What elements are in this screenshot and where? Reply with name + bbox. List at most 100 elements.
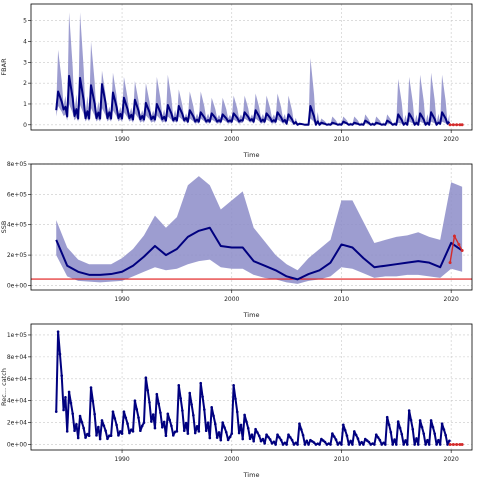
panel-c-point-137 <box>305 439 309 443</box>
panel-c-point-31 <box>111 410 115 413</box>
panel-c-point-209 <box>437 438 440 442</box>
panel-c-xtick-label-0: 1990 <box>114 456 129 463</box>
panel-a-forecast-point-0 <box>448 123 452 127</box>
panel-c-point-73 <box>188 391 192 395</box>
panel-c-point-166 <box>358 443 362 446</box>
panel-a-ytick-label-5: 5 <box>23 18 27 25</box>
panel-c-point-28 <box>106 437 109 441</box>
panel-c-point-13 <box>78 414 82 418</box>
panel-c-point-194 <box>409 418 413 422</box>
panel-c-point-50 <box>146 388 150 392</box>
panel-c-point-189 <box>400 432 404 436</box>
panel-a-xtick-label-1: 2000 <box>224 136 239 143</box>
panel-c-point-157 <box>342 423 345 427</box>
panel-c-point-120 <box>274 443 277 446</box>
panel-c-point-177 <box>378 438 382 442</box>
panel-c-point-85 <box>210 405 213 409</box>
panel-c-point-22 <box>95 434 98 437</box>
panel-c-point-139 <box>309 438 312 442</box>
panel-c-point-17 <box>86 432 89 436</box>
panel-c-point-48 <box>142 421 146 424</box>
panel-c-point-75 <box>192 414 195 417</box>
panel-c-point-88 <box>215 436 219 439</box>
panel-c-point-9 <box>71 412 74 415</box>
panel-c-point-152 <box>332 435 336 438</box>
panel-b-forecast-line <box>449 233 463 263</box>
panel-c-point-160 <box>347 443 351 446</box>
panel-c-point-60 <box>164 434 168 438</box>
panel-c-point-190 <box>402 443 405 446</box>
panel-c-point-174 <box>373 443 376 446</box>
panel-c-point-110 <box>256 431 259 434</box>
panel-c-point-145 <box>320 437 323 441</box>
panel-c-point-153 <box>334 438 338 441</box>
panel-c-point-108 <box>252 439 255 443</box>
panel-c-point-15 <box>82 426 85 430</box>
panel-c-point-109 <box>254 427 257 431</box>
panel-c-point-165 <box>356 437 360 440</box>
panel-c-point-57 <box>159 411 162 415</box>
panel-c-point-107 <box>250 433 254 437</box>
panel-c-point-74 <box>190 403 193 406</box>
panel-c-point-69 <box>181 409 184 412</box>
panel-c-point-102 <box>241 437 245 441</box>
panel-c-point-214 <box>446 443 449 446</box>
panel-c-point-8 <box>69 401 73 405</box>
panel-c-point-117 <box>268 438 272 441</box>
panel-c-point-19 <box>89 386 93 389</box>
panel-c-point-27 <box>104 429 107 432</box>
panel-c-point-79 <box>199 381 203 385</box>
panel-c-point-0 <box>54 410 58 413</box>
panel-b-forecast-point-0 <box>448 261 452 265</box>
panel-c-point-210 <box>438 443 442 446</box>
panel-c-point-132 <box>296 443 299 446</box>
panel-c-point-63 <box>170 424 173 428</box>
panel-c-point-80 <box>201 395 204 398</box>
panel-c-point-43 <box>133 399 137 402</box>
panel-c-point-18 <box>87 434 91 438</box>
panel-c-point-204 <box>427 443 431 446</box>
panel-c-point-114 <box>263 442 266 445</box>
panel-c-point-76 <box>193 431 197 435</box>
panel-c-point-4 <box>62 408 65 412</box>
panel-a-forecast-point-2 <box>455 123 459 127</box>
panel-c-point-71 <box>184 421 188 425</box>
panel-c-point-89 <box>217 431 221 434</box>
panel-b-frame <box>30 163 473 291</box>
panel-c-point-167 <box>360 440 363 444</box>
panel-c-point-116 <box>267 435 270 439</box>
panel-c-point-101 <box>239 423 243 427</box>
panel-c-point-181 <box>385 415 389 419</box>
panel-c-point-5 <box>64 395 67 399</box>
panel-c-point-183 <box>389 430 393 434</box>
panel-c-point-179 <box>382 441 385 445</box>
panel-c-point-130 <box>292 443 296 446</box>
panel-c-point-150 <box>329 443 332 446</box>
panel-c-point-171 <box>367 440 371 444</box>
panel-c-point-112 <box>259 439 263 443</box>
panel-c-point-20 <box>91 399 95 403</box>
panel-c-point-123 <box>279 438 283 442</box>
panel-c-point-37 <box>122 410 126 413</box>
panel-c-main-line <box>55 330 451 446</box>
panel-c-point-159 <box>345 434 349 437</box>
panel-c-point-128 <box>289 436 292 439</box>
panel-c-point-184 <box>391 443 394 446</box>
panel-c-forecast-point-0 <box>448 443 452 447</box>
panel-c-point-16 <box>84 436 87 439</box>
panel-c-point-44 <box>135 407 139 411</box>
panel-a-main-line <box>55 74 451 126</box>
panel-c-point-68 <box>179 396 182 400</box>
panel-b-xtick-label-1: 2000 <box>224 296 239 303</box>
panel-c-point-203 <box>426 438 429 442</box>
panel-c-point-195 <box>411 427 415 431</box>
panel-c-point-154 <box>336 443 340 446</box>
panel-c-point-33 <box>115 423 118 427</box>
panel-c-point-188 <box>398 426 402 430</box>
panel-c-xtick-label-3: 2020 <box>444 456 459 463</box>
panel-c-point-207 <box>433 432 437 435</box>
panel-c-point-84 <box>208 436 212 440</box>
panel-c-point-199 <box>418 419 422 422</box>
panel-c-point-10 <box>73 429 76 433</box>
